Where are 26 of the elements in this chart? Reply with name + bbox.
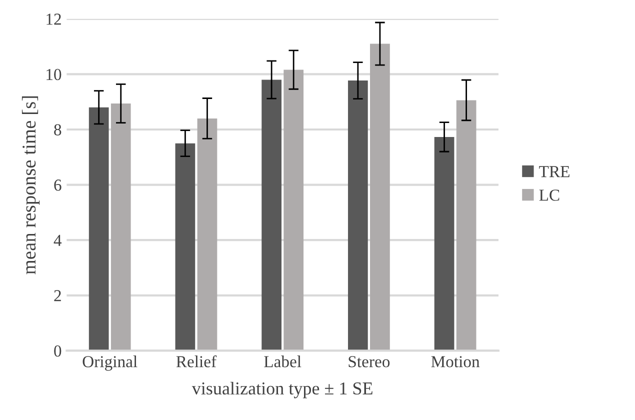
x-tick-label: Label (264, 356, 302, 368)
y-tick-label: 2 (54, 290, 61, 302)
x-tick-label: Relief (176, 355, 217, 368)
legend-label: LC (539, 190, 560, 201)
bar (284, 70, 304, 351)
x-tick-label: Motion (431, 356, 480, 368)
y-tick-label: 6 (54, 180, 62, 191)
x-tick-label: Original (82, 356, 138, 371)
x-tick-label: Stereo (348, 356, 390, 368)
bar (262, 80, 282, 351)
y-tick-label: 4 (54, 234, 62, 246)
bar (110, 104, 131, 351)
y-tick-label: 12 (46, 14, 61, 25)
bar (456, 100, 476, 351)
bar (370, 44, 390, 351)
bar (175, 143, 196, 351)
bar (434, 136, 454, 351)
y-tick-label: 0 (54, 345, 62, 357)
y-axis-title: mean response time [s] (22, 96, 40, 274)
bar (88, 107, 109, 351)
x-axis-title: visualization type ± 1 SE (192, 382, 372, 398)
y-tick-label: 8 (54, 124, 62, 136)
y-tick-label: 10 (46, 68, 62, 80)
bar (197, 118, 218, 351)
bar (348, 80, 368, 351)
legend-label: TRE (539, 166, 570, 178)
